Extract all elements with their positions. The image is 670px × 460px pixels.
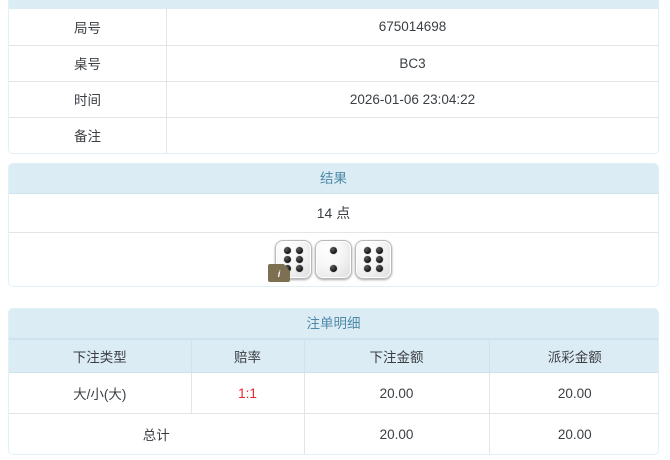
- cell-total-payout-amount: 20.00: [488, 413, 658, 454]
- column-header-bet-amount: 下注金额: [303, 339, 490, 373]
- pip: [376, 256, 384, 263]
- cell-odds: 1:1: [190, 372, 305, 414]
- pip: [363, 256, 371, 263]
- pip: [363, 247, 371, 254]
- clipped-section-header: [8, 0, 659, 9]
- pip: [330, 265, 337, 272]
- info-value-round-number: 675014698: [166, 9, 658, 46]
- column-header-bet-type: 下注类型: [9, 339, 192, 373]
- dice-row: i: [9, 233, 658, 286]
- bet-detail-table: 下注类型 赔率 下注金额 派彩金额 大/小(大) 1:1 20.00 20.00…: [9, 339, 658, 454]
- cell-bet-amount: 20.00: [303, 372, 490, 414]
- table-row: 局号 675014698: [9, 9, 658, 46]
- table-row: 时间 2026-01-06 23:04:22: [9, 80, 658, 118]
- table-row: 桌号 BC3: [9, 44, 658, 82]
- pip: [296, 256, 304, 263]
- table-total-row: 总计 20.00 20.00: [9, 413, 658, 454]
- bet-detail-panel: 注单明细 下注类型 赔率 下注金额 派彩金额 大/小(大) 1:1 20.00 …: [8, 308, 659, 455]
- pip: [296, 265, 304, 272]
- die-1[interactable]: i: [268, 240, 312, 282]
- table-row: 大/小(大) 1:1 20.00 20.00: [9, 372, 658, 414]
- bet-section-header: 注单明细: [9, 309, 658, 339]
- pip: [283, 256, 291, 263]
- cell-bet-type: 大/小(大): [9, 372, 192, 414]
- pip: [330, 247, 337, 254]
- cell-total-bet-amount: 20.00: [303, 413, 490, 454]
- pip: [363, 265, 371, 272]
- cell-payout-amount: 20.00: [488, 372, 658, 414]
- info-label-remark: 备注: [9, 116, 167, 153]
- column-header-odds: 赔率: [190, 339, 305, 373]
- die-3[interactable]: [355, 240, 392, 279]
- die-2-pips: [321, 246, 346, 273]
- pip: [283, 247, 291, 254]
- cell-total-label: 总计: [9, 413, 305, 454]
- info-label-round-number: 局号: [9, 9, 167, 46]
- result-section-header: 结果: [9, 164, 658, 194]
- result-panel: 结果 14 点 i: [8, 163, 659, 287]
- info-value-time: 2026-01-06 23:04:22: [166, 80, 658, 118]
- round-info-table: 局号 675014698 桌号 BC3 时间 2026-01-06 23:04:…: [9, 9, 658, 153]
- table-header-row: 下注类型 赔率 下注金额 派彩金额: [9, 339, 658, 373]
- info-label-time: 时间: [9, 80, 167, 118]
- die-2[interactable]: [315, 240, 352, 279]
- pip: [296, 247, 304, 254]
- table-row: 备注: [9, 116, 658, 153]
- pip: [376, 247, 384, 254]
- result-total-points: 14 点: [9, 194, 658, 233]
- column-header-payout-amount: 派彩金额: [488, 339, 658, 373]
- round-info-panel: 局号 675014698 桌号 BC3 时间 2026-01-06 23:04:…: [8, 9, 659, 154]
- info-label-table-number: 桌号: [9, 44, 167, 82]
- info-icon[interactable]: i: [268, 264, 290, 282]
- info-value-remark: [166, 116, 658, 153]
- info-value-table-number: BC3: [166, 44, 658, 82]
- die-3-pips: [361, 246, 386, 273]
- pip: [376, 265, 384, 272]
